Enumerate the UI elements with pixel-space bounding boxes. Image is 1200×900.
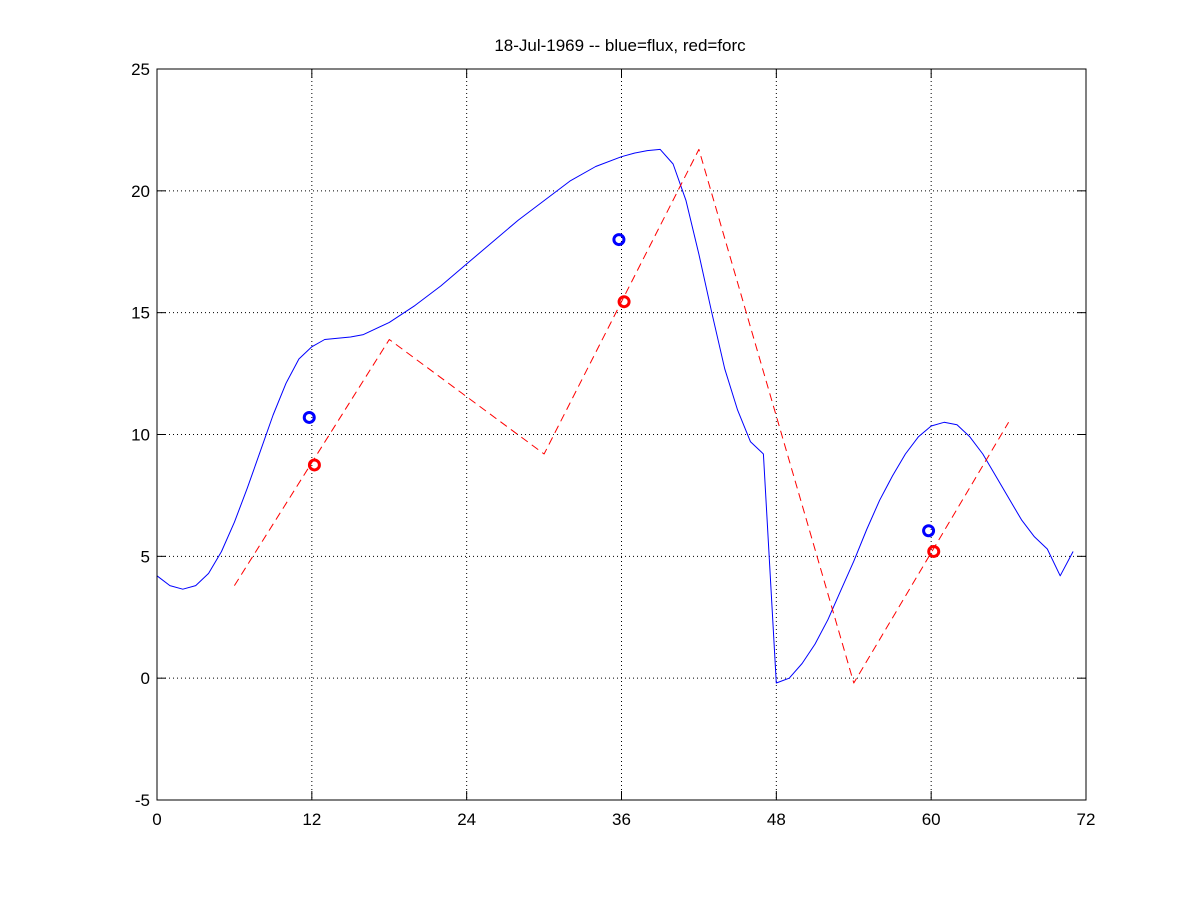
- y-tick-label: 5: [141, 547, 150, 566]
- grid-lines: [157, 69, 1086, 800]
- series-1-marker: [302, 410, 316, 424]
- y-tick-label: 10: [131, 426, 150, 445]
- series-2-line: [233, 148, 1010, 684]
- x-tick-label: 12: [302, 810, 321, 829]
- y-tick-label: 20: [131, 182, 150, 201]
- series-1-line: [156, 148, 1074, 684]
- series-1-marker: [612, 233, 626, 247]
- series-2-marker: [307, 458, 321, 472]
- series-2-marker: [927, 544, 941, 558]
- y-tick-label: 15: [131, 304, 150, 323]
- chart-title: 18-Jul-1969 -- blue=flux, red=forc: [494, 36, 746, 55]
- x-tick-label: 60: [922, 810, 941, 829]
- x-tick-label: 24: [457, 810, 476, 829]
- y-tick-label: -5: [135, 791, 150, 810]
- series-2-marker: [617, 295, 631, 309]
- series-1-marker: [922, 524, 936, 538]
- x-tick-label: 0: [152, 810, 161, 829]
- data-series: [156, 148, 1074, 684]
- x-tick-label: 72: [1077, 810, 1096, 829]
- x-tick-label: 36: [612, 810, 631, 829]
- x-tick-label: 48: [767, 810, 786, 829]
- y-tick-label: 0: [141, 669, 150, 688]
- y-tick-label: 25: [131, 60, 150, 79]
